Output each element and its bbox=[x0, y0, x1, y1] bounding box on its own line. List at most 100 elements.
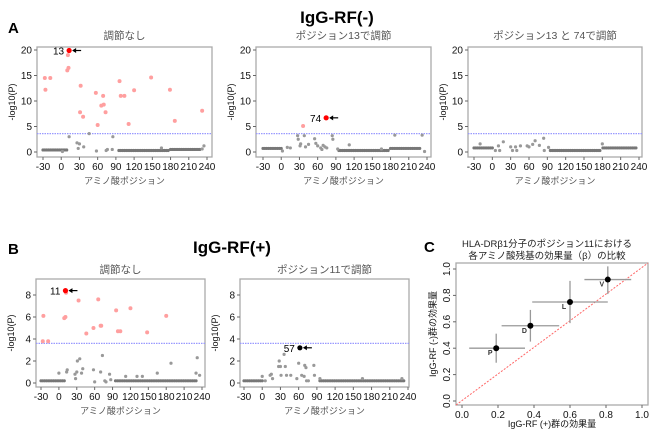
x-tick-label: 0.6 bbox=[563, 410, 577, 421]
panel-letter-a: A bbox=[8, 20, 19, 37]
y-tick-label: 0 bbox=[229, 379, 235, 390]
x-tick-label: 150 bbox=[345, 392, 362, 403]
x-tick-label: 0.8 bbox=[599, 410, 613, 421]
chart-b1: 調節なし-30 0 30 60 90 120 150 180 210 24002468アミノ酸ポジ… bbox=[6, 263, 211, 416]
nonsignificant-point bbox=[400, 377, 404, 381]
nonsignificant-point bbox=[288, 146, 292, 150]
nonsignificant-point bbox=[78, 357, 82, 361]
y-tick-label: 10 bbox=[452, 97, 464, 108]
x-tick-label: -30 bbox=[467, 162, 482, 173]
significant-point bbox=[149, 75, 154, 80]
effect-point bbox=[527, 322, 534, 329]
arrow-head-icon bbox=[68, 288, 73, 294]
nonsignificant-point bbox=[393, 133, 397, 137]
nonsignificant-point bbox=[510, 148, 515, 153]
nonsignificant-point bbox=[75, 141, 79, 145]
nonsignificant-point bbox=[194, 371, 198, 375]
x-tick-label: 210 bbox=[400, 162, 417, 173]
plot-frame bbox=[467, 46, 643, 158]
significant-point bbox=[145, 330, 150, 335]
nonsignificant-point bbox=[60, 149, 65, 154]
nonsignificant-point bbox=[65, 148, 69, 152]
nonsignificant-point bbox=[533, 139, 537, 143]
identity-line bbox=[455, 262, 649, 406]
y-tick-label: 15 bbox=[452, 71, 464, 82]
x-tick-label: 30 bbox=[294, 162, 306, 173]
significant-point bbox=[128, 306, 133, 311]
plot-frame bbox=[35, 278, 206, 388]
nonsignificant-point bbox=[67, 135, 71, 139]
nonsignificant-point bbox=[202, 144, 206, 148]
x-tick-label: 0.4 bbox=[527, 410, 541, 421]
x-axis-label: アミノ酸ポジション bbox=[80, 406, 161, 416]
nonsignificant-point bbox=[314, 141, 318, 145]
chart-title-line: 各アミノ酸残基の効果量（β）の比較 bbox=[468, 250, 626, 262]
significant-point bbox=[81, 114, 86, 119]
significant-point bbox=[132, 88, 137, 93]
x-tick-label: 210 bbox=[176, 392, 193, 403]
y-tick-label: 0 bbox=[26, 148, 32, 159]
nonsignificant-point bbox=[296, 137, 300, 141]
nonsignificant-point bbox=[155, 371, 159, 375]
significant-point bbox=[48, 76, 53, 81]
x-tick-label: 30 bbox=[505, 162, 517, 173]
y-tick-label: 0 bbox=[457, 148, 463, 159]
x-tick-label: 0 bbox=[278, 162, 284, 173]
y-tick-label: 15 bbox=[21, 71, 33, 82]
nonsignificant-point bbox=[634, 146, 638, 150]
nonsignificant-point bbox=[93, 380, 97, 384]
x-tick-label: 0 bbox=[58, 162, 64, 173]
x-tick-label: -30 bbox=[256, 162, 271, 173]
nonsignificant-point bbox=[270, 377, 275, 381]
nonsignificant-point bbox=[200, 147, 204, 151]
y-axis-label: -log10(P) bbox=[226, 83, 236, 120]
significant-point bbox=[40, 339, 45, 344]
nonsignificant-point bbox=[422, 149, 427, 154]
x-tick-label: 240 bbox=[400, 392, 417, 403]
significant-point bbox=[172, 118, 177, 123]
nonsignificant-point bbox=[109, 378, 113, 382]
y-tick-label: 0 bbox=[245, 148, 251, 159]
nonsignificant-point bbox=[99, 370, 103, 374]
nonsignificant-point bbox=[600, 142, 604, 146]
significant-point bbox=[101, 102, 106, 107]
x-tick-label: 180 bbox=[594, 162, 611, 173]
x-axis-label: アミノ酸ポジション bbox=[303, 176, 384, 186]
x-tick-label: 180 bbox=[158, 392, 175, 403]
significant-point bbox=[117, 79, 122, 84]
nonsignificant-point bbox=[501, 140, 505, 144]
significant-point bbox=[126, 121, 131, 126]
point-label: L bbox=[562, 304, 567, 311]
nonsignificant-point bbox=[527, 145, 531, 149]
y-axis-label: -log10(P) bbox=[6, 314, 16, 351]
y-tick-label: 0.8 bbox=[442, 288, 453, 302]
nonsignificant-point bbox=[598, 148, 602, 153]
y-axis-label: -log10(P) bbox=[438, 83, 448, 120]
y-tick-label: 4 bbox=[25, 335, 31, 346]
nonsignificant-point bbox=[312, 363, 316, 367]
significant-point bbox=[118, 93, 123, 98]
nonsignificant-point bbox=[312, 373, 317, 377]
nonsignificant-point bbox=[289, 373, 293, 377]
significant-point bbox=[78, 110, 83, 115]
chart-title: 調節なし bbox=[100, 263, 142, 276]
x-tick-label: 30 bbox=[74, 162, 86, 173]
nonsignificant-point bbox=[76, 146, 80, 151]
nonsignificant-point bbox=[347, 143, 351, 147]
y-tick-label: 2 bbox=[229, 357, 235, 368]
x-axis-label: アミノ酸ポジション bbox=[515, 176, 596, 186]
y-tick-label: 6 bbox=[25, 313, 31, 324]
effect-point bbox=[567, 299, 573, 305]
x-tick-label: -30 bbox=[36, 162, 51, 173]
x-axis-label: アミノ酸ポジション bbox=[84, 176, 165, 186]
nonsignificant-point bbox=[280, 149, 285, 153]
top-hit-point bbox=[62, 288, 69, 294]
x-tick-label: 90 bbox=[330, 162, 342, 173]
top-hit-label: 74 bbox=[310, 114, 322, 125]
nonsignificant-point bbox=[135, 374, 139, 378]
nonsignificant-point bbox=[110, 147, 114, 152]
y-tick-label: 4 bbox=[229, 335, 235, 346]
significant-point bbox=[101, 93, 106, 98]
y-tick-label: 5 bbox=[245, 122, 251, 133]
effect-point bbox=[604, 276, 611, 283]
